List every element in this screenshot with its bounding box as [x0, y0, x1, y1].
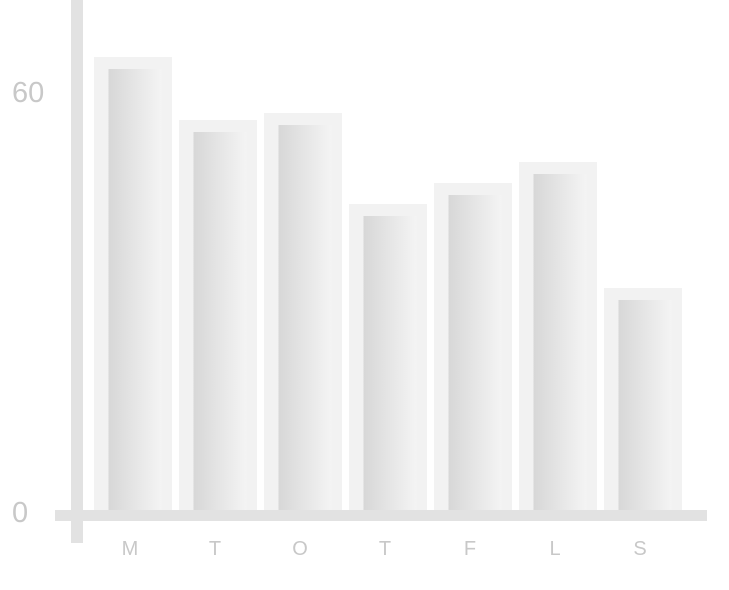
bar — [618, 300, 672, 510]
bars-layer — [94, 57, 682, 510]
x-tick-label: T — [209, 538, 221, 560]
x-tick-label: F — [464, 538, 476, 560]
x-tick-label: O — [292, 538, 308, 560]
y-tick-label: 0 — [12, 497, 28, 529]
bar — [448, 195, 502, 510]
y-axis-line — [71, 0, 83, 543]
y-axis-ticks: 0 60 — [12, 77, 44, 529]
x-tick-label: T — [379, 538, 391, 560]
x-axis-line — [55, 510, 707, 521]
bar — [278, 125, 332, 510]
x-tick-label: S — [633, 538, 646, 560]
bar — [533, 174, 587, 510]
y-tick-label: 60 — [12, 77, 44, 109]
bar — [363, 216, 417, 510]
bar — [108, 69, 162, 510]
bar — [193, 132, 247, 510]
x-tick-label: L — [549, 538, 560, 560]
x-tick-label: M — [122, 538, 139, 560]
